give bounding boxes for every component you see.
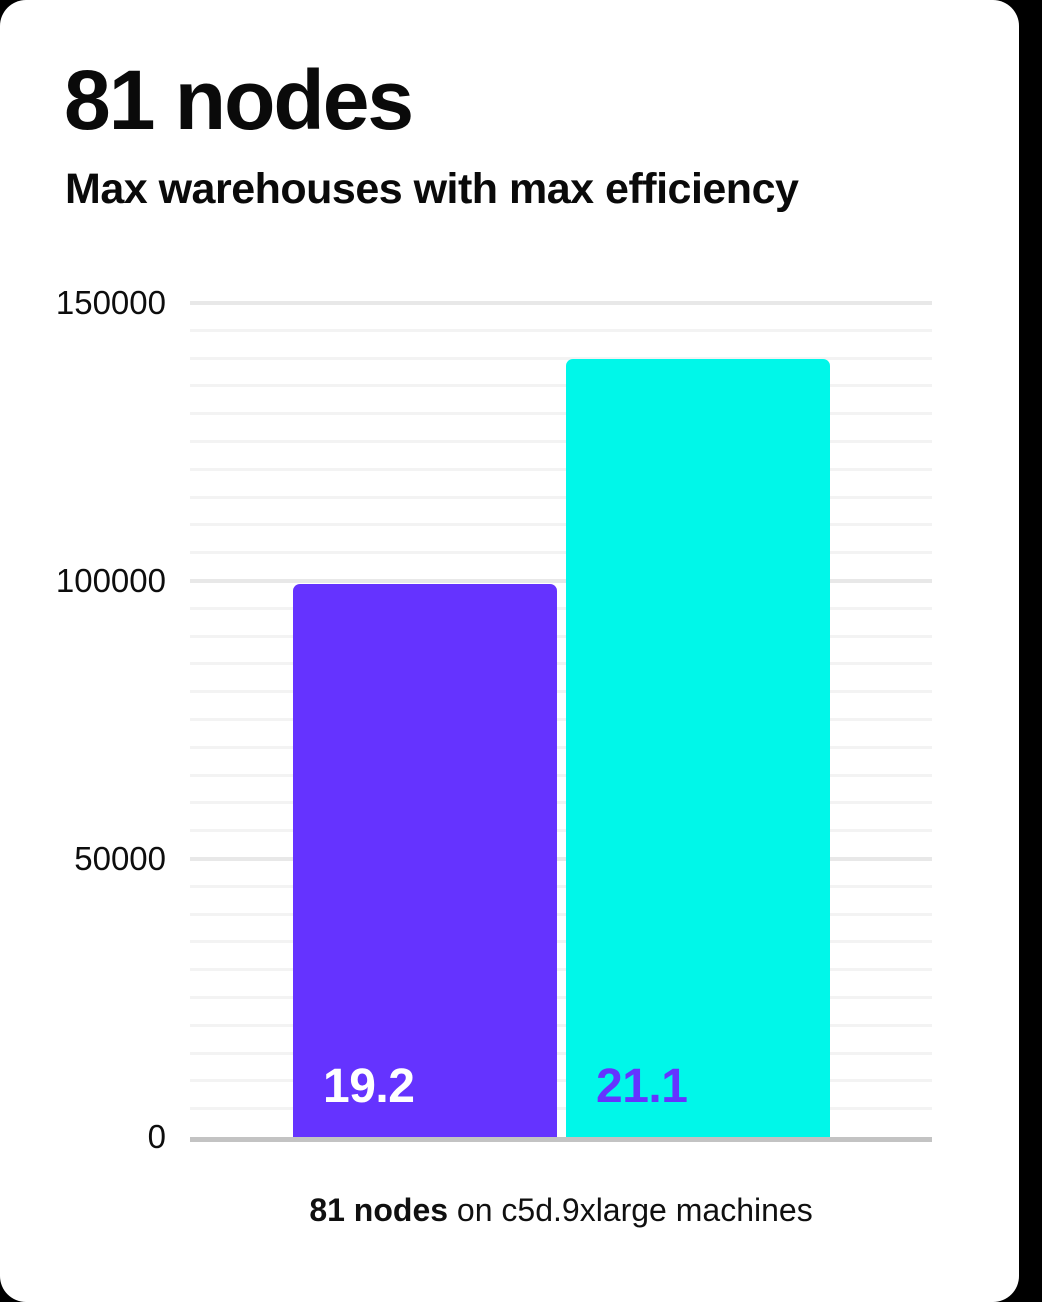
minor-gridline <box>190 996 932 999</box>
minor-gridline <box>190 329 932 332</box>
y-axis-tick-label: 50000 <box>74 840 166 877</box>
minor-gridline <box>190 718 932 721</box>
bar-21.1: 21.1 <box>566 359 830 1137</box>
minor-gridline <box>190 1107 932 1110</box>
minor-gridline <box>190 690 932 693</box>
minor-gridline <box>190 468 932 471</box>
major-gridline <box>190 301 932 305</box>
bar-value-label: 21.1 <box>596 1060 688 1113</box>
minor-gridline <box>190 913 932 916</box>
chart-plot-area: 0 50000 100000 150000 19.2 21.1 <box>55 284 932 1155</box>
minor-gridline <box>190 662 932 665</box>
major-gridline <box>190 857 932 861</box>
minor-gridline <box>190 496 932 499</box>
y-axis-tick-label: 150000 <box>55 284 166 321</box>
bar-19.2: 19.2 <box>293 584 557 1137</box>
minor-gridline <box>190 607 932 610</box>
bar-value-label: 19.2 <box>323 1060 415 1113</box>
minor-gridline <box>190 523 932 526</box>
chart-card: 81 nodes Max warehouses with max efficie… <box>0 0 1019 1302</box>
minor-gridline <box>190 412 932 415</box>
chart-caption: 81 nodes on c5d.9xlarge machines <box>190 1192 932 1229</box>
minor-gridline <box>190 635 932 638</box>
minor-gridline <box>190 774 932 777</box>
major-gridline <box>190 579 932 583</box>
minor-gridline <box>190 1052 932 1055</box>
caption-bold-text: 81 nodes <box>309 1192 449 1228</box>
minor-gridline <box>190 440 932 443</box>
minor-gridline <box>190 885 932 888</box>
x-axis-line <box>190 1137 932 1142</box>
chart-subtitle: Max warehouses with max efficiency <box>65 165 799 213</box>
minor-gridline <box>190 968 932 971</box>
minor-gridline <box>190 1024 932 1027</box>
minor-gridline <box>190 940 932 943</box>
y-axis-tick-label: 0 <box>147 1118 166 1155</box>
minor-gridline <box>190 829 932 832</box>
minor-gridline <box>190 384 932 387</box>
minor-gridline <box>190 357 932 360</box>
minor-gridline <box>190 551 932 554</box>
minor-gridline <box>190 801 932 804</box>
minor-gridline <box>190 746 932 749</box>
chart-title: 81 nodes <box>64 53 414 147</box>
caption-regular-text: on c5d.9xlarge machines <box>448 1192 813 1228</box>
minor-gridline <box>190 1079 932 1082</box>
y-axis-tick-label: 100000 <box>55 562 166 599</box>
